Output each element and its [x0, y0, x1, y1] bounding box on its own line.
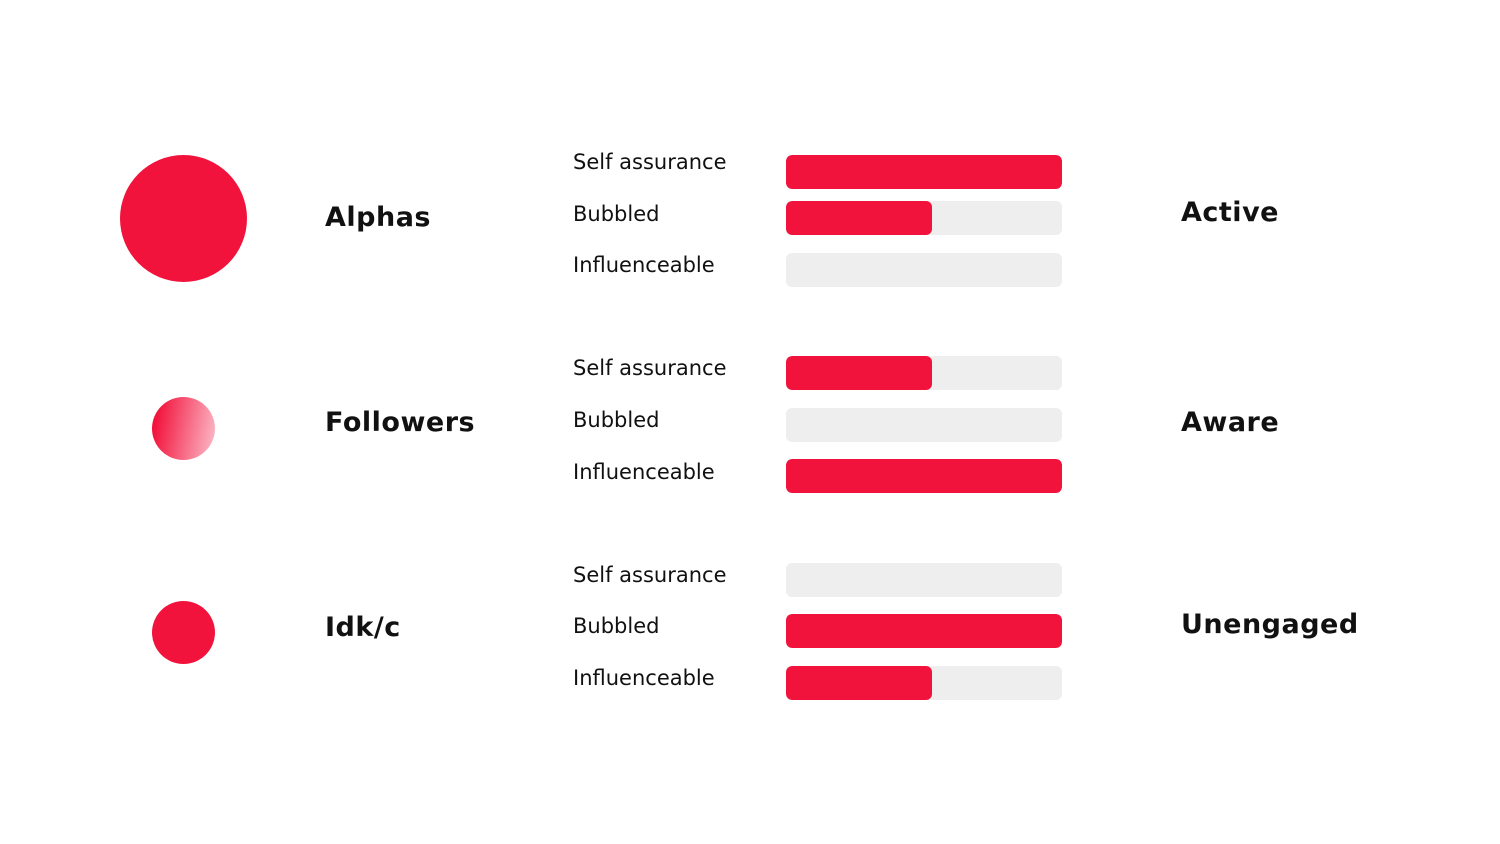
segment-name: Followers: [325, 407, 476, 438]
segment-row-idkc: Idk/c Self assurance Bubbled Influenceab…: [0, 552, 1500, 702]
metric-label: Bubbled: [573, 202, 660, 226]
metric-label: Influenceable: [573, 460, 715, 484]
metric-bar-track: [786, 155, 1062, 189]
metric-label: Bubbled: [573, 614, 660, 638]
segment-status: Unengaged: [1181, 609, 1359, 640]
segment-circle-icon: [120, 155, 247, 282]
metric-bar-fill: [786, 614, 1062, 648]
metric-bar-track: [786, 614, 1062, 648]
segment-row-alphas: Alphas Self assurance Bubbled Influencea…: [0, 140, 1500, 290]
metric-bar-fill: [786, 666, 933, 700]
segment-status: Active: [1181, 197, 1279, 228]
segment-name: Idk/c: [325, 612, 401, 643]
metric-bar-track: [786, 666, 1062, 700]
metric-bar-track: [786, 253, 1062, 287]
segment-status: Aware: [1181, 407, 1280, 438]
metric-bar-track: [786, 408, 1062, 442]
metric-bar-track: [786, 459, 1062, 493]
metric-bar-fill: [786, 459, 1062, 493]
metric-bar-track: [786, 356, 1062, 390]
metric-label: Influenceable: [573, 666, 715, 690]
metric-bar-fill: [786, 155, 1062, 189]
metric-bar-fill: [786, 356, 933, 390]
metric-label: Self assurance: [573, 150, 727, 174]
metric-bar-track: [786, 563, 1062, 597]
segment-gradient-circle-icon: [152, 397, 215, 460]
metric-label: Influenceable: [573, 253, 715, 277]
metric-bar-track: [786, 201, 1062, 235]
metric-label: Self assurance: [573, 563, 727, 587]
segment-circle-icon: [152, 601, 215, 664]
metric-label: Bubbled: [573, 408, 660, 432]
segment-name: Alphas: [325, 202, 431, 233]
metric-bar-fill: [786, 201, 933, 235]
segment-row-followers: Followers Self assurance Bubbled Influen…: [0, 346, 1500, 496]
metric-label: Self assurance: [573, 356, 727, 380]
